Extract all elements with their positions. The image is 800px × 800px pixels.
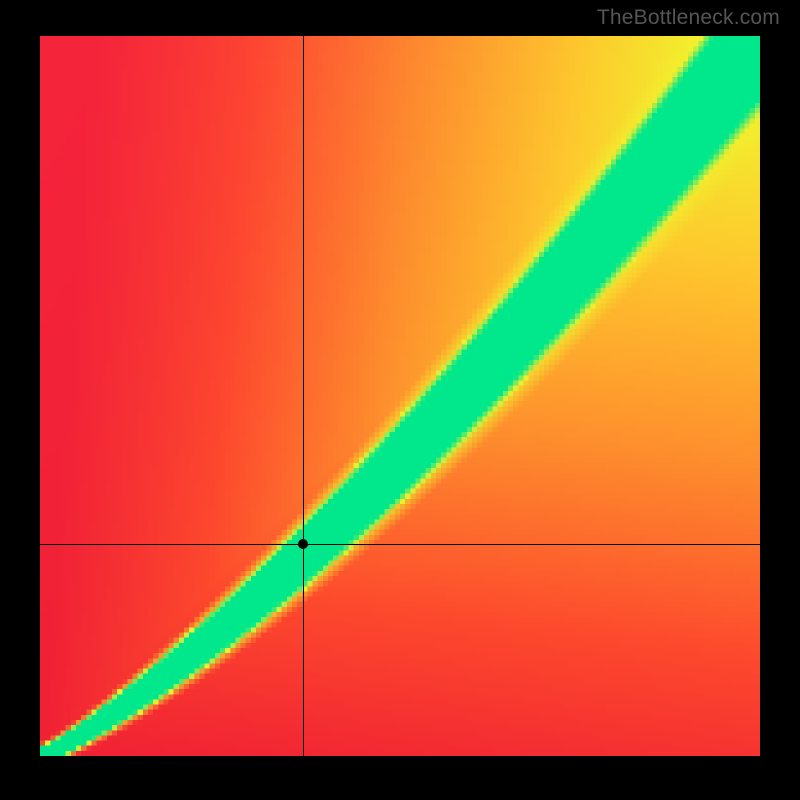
crosshair-marker bbox=[298, 539, 308, 549]
crosshair-vertical bbox=[303, 36, 304, 756]
attribution-text: TheBottleneck.com bbox=[597, 6, 780, 30]
heatmap-plot bbox=[40, 36, 760, 756]
heatmap-canvas bbox=[40, 36, 760, 756]
crosshair-horizontal bbox=[40, 544, 760, 545]
